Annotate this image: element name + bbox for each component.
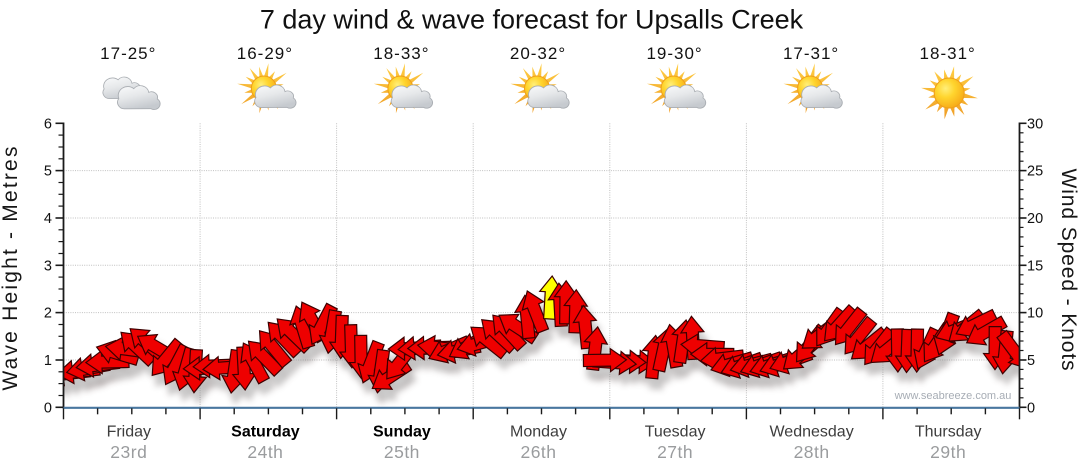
svg-text:25th: 25th	[384, 442, 420, 462]
svg-text:Saturday: Saturday	[231, 424, 300, 441]
svg-text:0: 0	[1027, 400, 1035, 416]
svg-text:0: 0	[44, 400, 52, 416]
svg-text:www.seabreeze.com.au: www.seabreeze.com.au	[894, 390, 1012, 402]
svg-text:30: 30	[1027, 116, 1043, 132]
svg-text:Monday: Monday	[510, 424, 567, 441]
svg-text:20: 20	[1027, 211, 1043, 227]
svg-text:24th: 24th	[247, 442, 283, 462]
svg-text:10: 10	[1027, 306, 1043, 322]
svg-text:16-29°: 16-29°	[237, 44, 293, 63]
svg-text:28th: 28th	[794, 442, 830, 462]
svg-text:26th: 26th	[520, 442, 556, 462]
svg-text:Wind Speed - Knots: Wind Speed - Knots	[1057, 169, 1080, 372]
svg-text:27th: 27th	[657, 442, 693, 462]
svg-text:23rd: 23rd	[110, 442, 147, 462]
svg-text:18-31°: 18-31°	[920, 44, 976, 63]
svg-text:7 day wind & wave forecast for: 7 day wind & wave forecast for Upsalls C…	[260, 5, 804, 35]
svg-text:15: 15	[1027, 258, 1043, 274]
svg-text:Friday: Friday	[107, 424, 151, 441]
svg-text:Thursday: Thursday	[915, 424, 982, 441]
svg-text:18-33°: 18-33°	[373, 44, 429, 63]
svg-text:Wednesday: Wednesday	[769, 424, 853, 441]
svg-text:Tuesday: Tuesday	[645, 424, 706, 441]
svg-text:6: 6	[44, 116, 52, 132]
svg-text:17-25°: 17-25°	[100, 44, 156, 63]
svg-text:1: 1	[44, 353, 52, 369]
svg-text:25: 25	[1027, 164, 1043, 180]
svg-text:19-30°: 19-30°	[646, 44, 702, 63]
svg-text:2: 2	[44, 306, 52, 322]
svg-text:29th: 29th	[930, 442, 966, 462]
svg-text:4: 4	[44, 211, 52, 227]
svg-text:Sunday: Sunday	[373, 424, 431, 441]
svg-text:17-31°: 17-31°	[783, 44, 839, 63]
svg-text:20-32°: 20-32°	[510, 44, 566, 63]
svg-text:5: 5	[44, 164, 52, 180]
svg-text:Wave Height - Metres: Wave Height - Metres	[0, 144, 22, 390]
svg-text:3: 3	[44, 258, 52, 274]
svg-text:5: 5	[1027, 353, 1035, 369]
